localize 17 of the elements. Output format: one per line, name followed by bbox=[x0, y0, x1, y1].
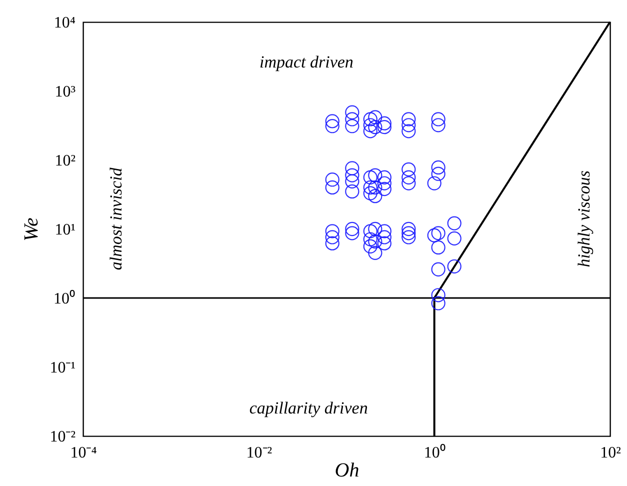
annotation: capillarity driven bbox=[249, 398, 368, 418]
y-tick-label: 10⁻¹ bbox=[50, 360, 76, 376]
x-tick-label: 10⁻⁴ bbox=[70, 444, 98, 462]
annotation: impact driven bbox=[259, 52, 354, 72]
x-tick-label: 10⁻² bbox=[246, 444, 272, 462]
y-tick-label: 10² bbox=[54, 152, 76, 170]
y-tick-label: 10³ bbox=[54, 84, 76, 100]
y-tick-label: 10⁴ bbox=[54, 14, 76, 32]
y-tick-label: 10⁰ bbox=[54, 290, 76, 308]
x-tick-label: 10² bbox=[600, 444, 622, 462]
annotation: almost inviscid bbox=[106, 167, 126, 270]
y-tick-label: 10¹ bbox=[54, 222, 76, 238]
x-axis-title: Oh bbox=[334, 460, 360, 482]
annotation: highly viscous bbox=[574, 170, 594, 268]
y-axis-title: We bbox=[20, 218, 43, 242]
y-tick-label: 10⁻² bbox=[50, 428, 76, 446]
x-tick-label: 10⁰ bbox=[424, 444, 446, 462]
